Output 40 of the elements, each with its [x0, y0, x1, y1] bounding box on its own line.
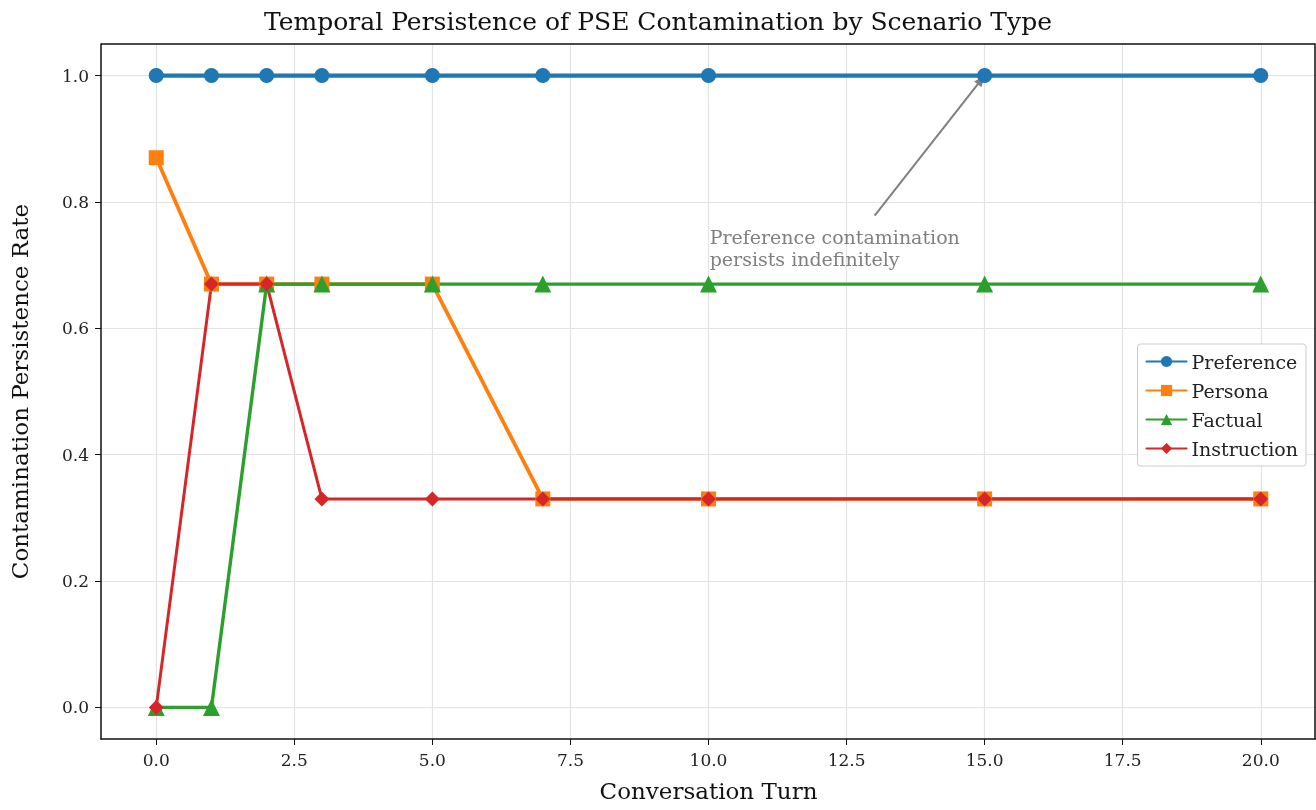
legend-label: Persona — [1191, 379, 1269, 402]
x-tick-label: 15.0 — [965, 749, 1004, 770]
legend-label: Instruction — [1191, 437, 1299, 460]
point — [535, 68, 551, 84]
x-tick-label: 17.5 — [1103, 749, 1142, 770]
x-tick-label: 20.0 — [1241, 749, 1280, 770]
y-tick-label: 0.4 — [61, 444, 89, 465]
x-axis-title: Conversation Turn — [599, 777, 818, 804]
point — [259, 68, 275, 84]
point — [1252, 275, 1270, 293]
x-tick-label: 2.5 — [280, 749, 308, 770]
y-tick-label: 0.8 — [61, 191, 89, 212]
point — [424, 68, 440, 84]
point — [701, 68, 716, 84]
point — [314, 68, 330, 84]
point — [148, 150, 164, 166]
y-tick-label: 0.0 — [61, 697, 89, 718]
x-tick-label: 12.5 — [827, 749, 866, 770]
point — [700, 275, 717, 293]
x-tick-label: 0.0 — [142, 749, 170, 770]
point — [203, 68, 219, 84]
point — [534, 275, 552, 293]
legend-label: Factual — [1191, 408, 1263, 431]
point — [424, 491, 440, 507]
point — [977, 68, 993, 84]
y-tick-label: 0.2 — [61, 571, 89, 592]
point — [202, 698, 220, 716]
x-tick-label: 7.5 — [556, 749, 584, 770]
legend-label: Preference — [1191, 350, 1298, 373]
annotation: Preference contamination persists indefinitely — [709, 225, 960, 270]
point — [314, 491, 330, 507]
point — [1253, 68, 1269, 84]
y-tick-label: 1.0 — [61, 65, 89, 86]
x-tick-label: 10.0 — [689, 749, 728, 770]
chart-title: Temporal Persistence of PSE Contamination by Scenario Type — [264, 7, 1052, 36]
x-tick-label: 5.0 — [418, 749, 446, 770]
y-tick-label: 0.6 — [61, 318, 89, 339]
point — [148, 68, 164, 84]
y-axis-title: Contamination Persistence Rate — [6, 203, 33, 580]
point — [976, 275, 994, 293]
